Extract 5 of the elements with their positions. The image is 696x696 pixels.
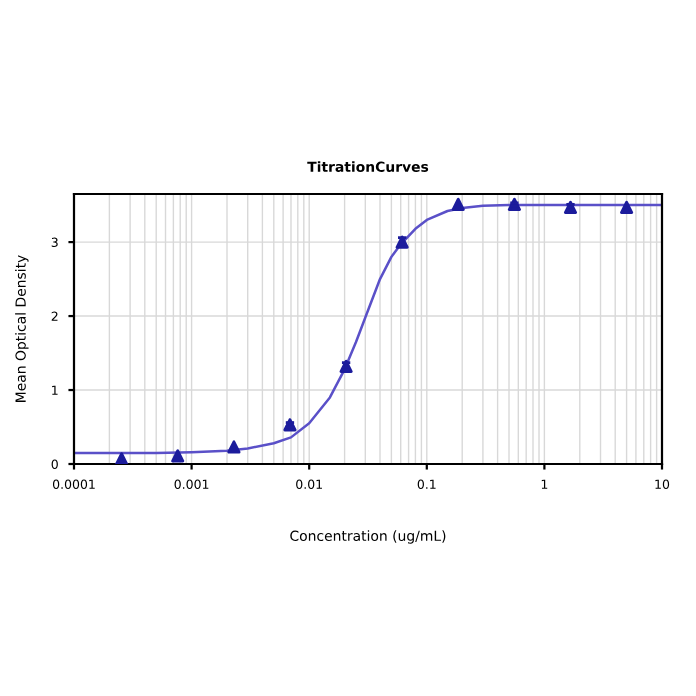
point bbox=[227, 440, 241, 454]
point bbox=[620, 200, 634, 214]
point bbox=[451, 197, 465, 211]
point bbox=[115, 452, 129, 464]
point bbox=[171, 449, 185, 463]
